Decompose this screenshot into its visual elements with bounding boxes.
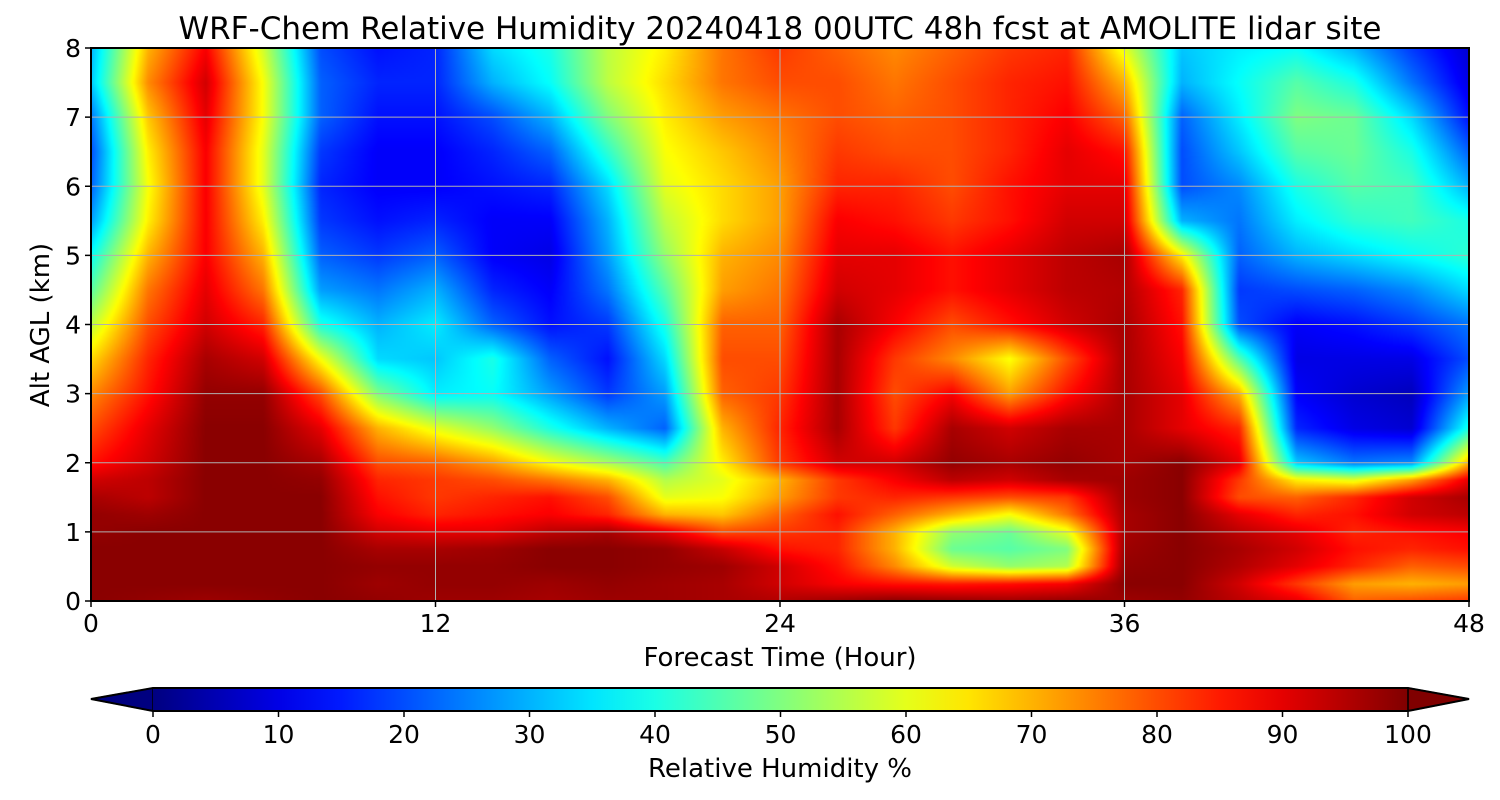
colorbar-gradient [153, 688, 1408, 711]
colorbar-tick-label: 30 [514, 720, 546, 749]
colorbar-tick-label: 10 [263, 720, 295, 749]
y-tick-label: 0 [65, 587, 81, 616]
colorbar-tick-label: 70 [1016, 720, 1048, 749]
colorbar-tick-label: 40 [639, 720, 671, 749]
chart-title: WRF-Chem Relative Humidity 20240418 00UT… [178, 11, 1381, 47]
colorbar-tick-label: 0 [145, 720, 161, 749]
y-axis-label: Alt AGL (km) [26, 243, 56, 407]
colorbar-tick-label: 80 [1141, 720, 1173, 749]
y-axis: 0 1 2 3 4 5 6 7 8 [65, 34, 91, 616]
x-axis: 0 12 24 36 48 [83, 601, 1485, 638]
colorbar: 0 10 20 30 40 50 60 70 80 90 100 Relative Humidity… [90, 687, 1470, 784]
x-tick-label: 0 [83, 609, 99, 638]
x-tick-label: 36 [1109, 609, 1141, 638]
y-tick-label: 1 [65, 518, 81, 547]
x-tick-label: 24 [764, 609, 796, 638]
colorbar-ticks: 0 10 20 30 40 50 60 70 80 90 100 [145, 711, 1432, 749]
colorbar-extend-low [90, 687, 154, 712]
y-tick-label: 2 [65, 449, 81, 478]
y-tick-label: 6 [65, 172, 81, 201]
y-tick-label: 5 [65, 241, 81, 270]
colorbar-tick-label: 50 [765, 720, 797, 749]
x-axis-label: Forecast Time (Hour) [643, 643, 916, 673]
colorbar-tick-label: 60 [890, 720, 922, 749]
colorbar-extend-high [1407, 687, 1470, 712]
colorbar-label: Relative Humidity % [648, 754, 912, 784]
y-tick-label: 8 [65, 34, 81, 63]
x-tick-label: 48 [1453, 609, 1485, 638]
x-tick-label: 12 [420, 609, 452, 638]
colorbar-tick-label: 100 [1384, 720, 1432, 749]
colorbar-tick-label: 20 [388, 720, 420, 749]
y-tick-label: 7 [65, 103, 81, 132]
colorbar-tick-label: 90 [1267, 720, 1299, 749]
y-tick-label: 4 [65, 311, 81, 340]
y-tick-label: 3 [65, 380, 81, 409]
